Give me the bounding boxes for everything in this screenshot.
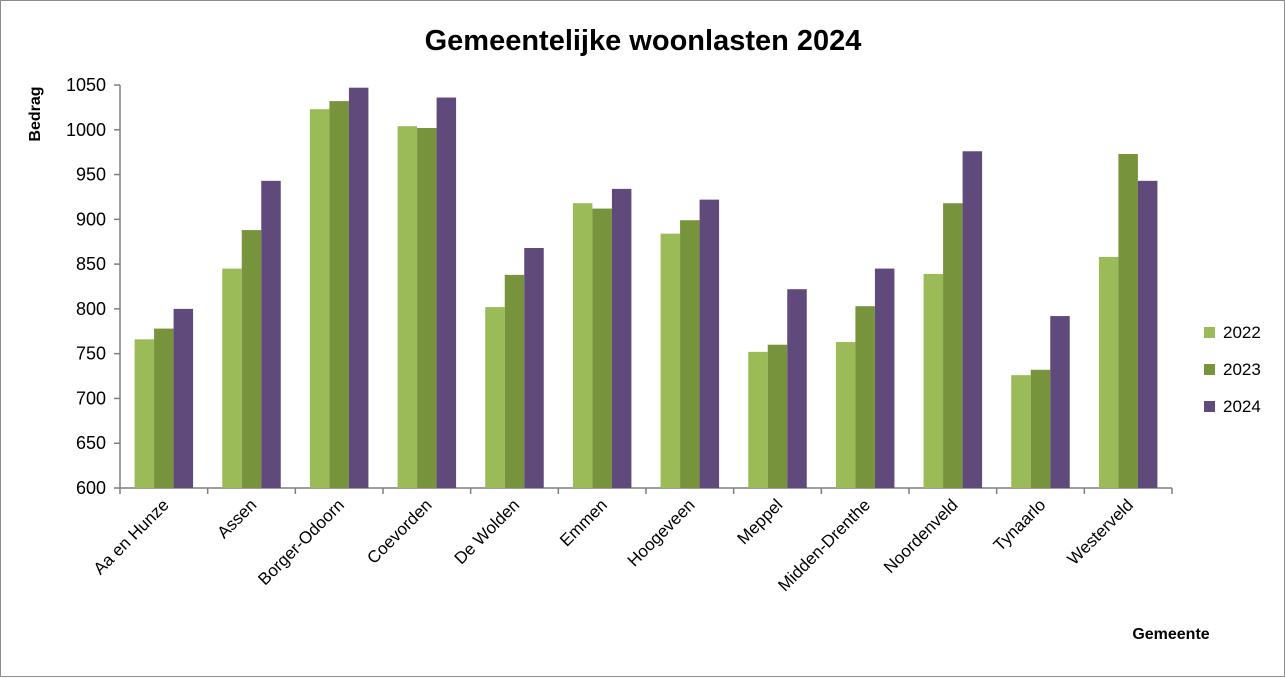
legend: 2022 2023 2024 — [1204, 323, 1261, 416]
bar-2024 — [787, 289, 807, 488]
bar-2024 — [1050, 316, 1070, 488]
category-label: Westerveld — [1064, 495, 1137, 568]
category-label: Emmen — [556, 495, 611, 550]
y-tick-label: 900 — [76, 209, 106, 229]
legend-swatch-2024 — [1204, 401, 1215, 412]
bar-2024 — [1137, 180, 1158, 488]
y-tick-label: 1050 — [66, 75, 106, 95]
bar-2022 — [485, 307, 505, 488]
category-label: Tynaarlo — [990, 495, 1050, 555]
bar-2022 — [660, 233, 681, 488]
bar-2023 — [1118, 153, 1138, 489]
category-label: Assen — [213, 495, 260, 542]
category-label: Noordenveld — [880, 495, 962, 577]
bar-2023 — [329, 101, 349, 489]
category-label: De Wolden — [451, 495, 524, 568]
y-tick-label: 1000 — [66, 120, 106, 140]
bar-2022 — [309, 109, 330, 489]
legend-swatch-2022 — [1204, 327, 1215, 338]
category-label: Aa en Hunze — [90, 495, 173, 578]
legend-label: 2022 — [1223, 323, 1261, 342]
y-axis-label: Bedrag — [27, 86, 44, 141]
bar-2023 — [417, 127, 437, 488]
plot-area: 600 650 700 750 800 850 900 950 1000 1050 Aa en Hu… — [66, 75, 1173, 595]
bar-2023 — [241, 230, 262, 488]
y-tick-label: 750 — [76, 344, 106, 364]
category-label: Meppel — [733, 495, 786, 548]
bar-2022 — [572, 203, 593, 489]
y-tick-label: 600 — [76, 478, 106, 498]
bar-2023 — [767, 344, 788, 488]
bar-2022 — [222, 268, 242, 488]
bar-2024 — [261, 180, 281, 488]
bar-2023 — [855, 306, 875, 488]
y-tick-label: 850 — [76, 254, 106, 274]
category-label: Coevorden — [363, 495, 435, 567]
bar-2022 — [1011, 375, 1031, 488]
x-axis-label: Gemeente — [1132, 626, 1209, 643]
y-tick-label: 800 — [76, 299, 106, 319]
bar-2024 — [962, 151, 983, 488]
bar-2024 — [173, 308, 194, 488]
bar-2024 — [348, 87, 369, 488]
bar-2023 — [504, 274, 525, 488]
bar-2023 — [592, 208, 612, 488]
y-tick-label: 700 — [76, 388, 106, 408]
category-label: Midden-Drenthe — [774, 495, 874, 595]
bar-2023 — [154, 328, 174, 488]
legend-swatch-2023 — [1204, 364, 1215, 375]
bar-2023 — [1030, 369, 1051, 488]
bar-2024 — [436, 97, 457, 488]
category-label: Hoogeveen — [624, 495, 699, 570]
bar-2023 — [680, 220, 700, 488]
bar-2024 — [524, 247, 544, 488]
bar-2022 — [923, 273, 944, 488]
bar-2024 — [611, 188, 632, 488]
bar-2023 — [943, 203, 963, 489]
bar-2024 — [874, 268, 895, 488]
bar-2022 — [1098, 256, 1119, 488]
bar-2022 — [748, 351, 768, 488]
y-tick-label: 950 — [76, 165, 106, 185]
legend-label: 2024 — [1223, 397, 1261, 416]
bar-2022 — [835, 342, 856, 488]
category-label: Borger-Odoorn — [254, 495, 348, 589]
bar-2022 — [134, 339, 155, 488]
chart-title: Gemeentelijke woonlasten 2024 — [425, 25, 862, 57]
legend-label: 2023 — [1223, 360, 1261, 379]
bar-2024 — [699, 199, 720, 488]
y-tick-label: 650 — [76, 433, 106, 453]
bar-2022 — [397, 126, 418, 488]
